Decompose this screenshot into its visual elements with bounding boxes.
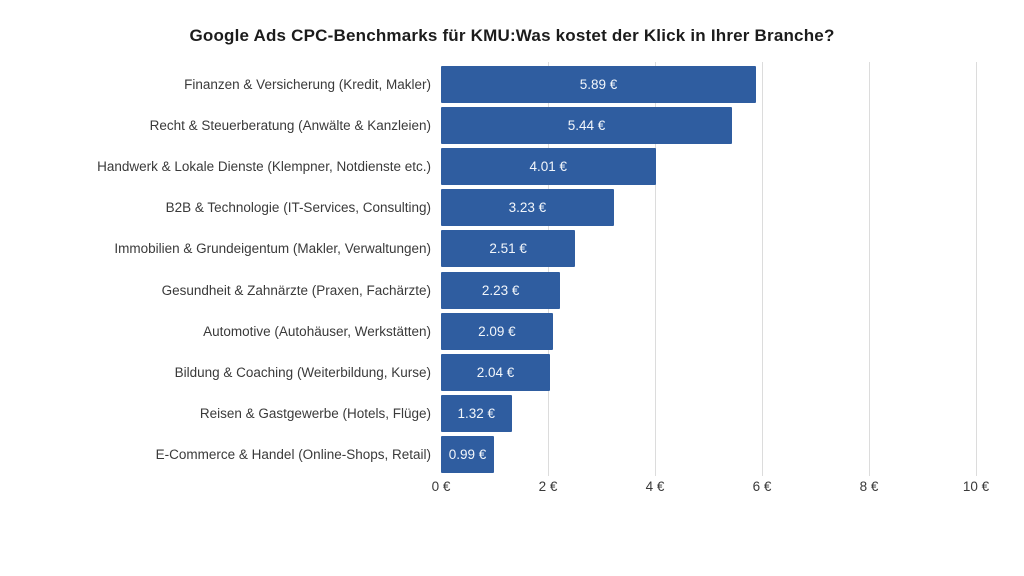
category-label: Gesundheit & Zahnärzte (Praxen, Fachärzt… [161,282,431,298]
x-tick-label: 8 € [859,479,879,494]
x-tick-label: 6 € [752,479,772,494]
chart-title: Google Ads CPC-Benchmarks für KMU:Was ko… [189,26,835,45]
gridline-4 [655,62,656,476]
bar-value-label: 2.23 € [481,282,520,298]
bar: 2.51 € [441,230,576,268]
bar-value-label: 2.09 € [478,323,516,339]
bar-row: Bildung & Coaching (Weiterbildung, Kurse… [0,353,1024,391]
category-label: Recht & Steuerberatung (Anwälte & Kanzle… [149,118,431,134]
bar-value-label: 1.32 € [457,405,496,421]
category-label: Finanzen & Versicherung (Kredit, Makler) [184,77,431,92]
bar-value-label: 4.01 € [529,159,568,175]
bar-row: Recht & Steuerberatung (Anwälte & Kanzle… [0,107,1024,145]
category-label: B2B & Technologie (IT-Services, Consulti… [165,200,431,216]
gridline-10 [976,62,977,476]
bar: 5.44 € [441,107,733,145]
category-label: Bildung & Coaching (Weiterbildung, Kurse… [174,364,431,380]
x-tick-label: 10 € [962,479,990,494]
bar-value-label: 0.99 € [448,446,487,462]
gridline-8 [869,62,870,476]
bar-row: Gesundheit & Zahnärzte (Praxen, Fachärzt… [0,271,1024,309]
bar: 2.23 € [441,271,561,309]
x-tick-label: 0 € [431,479,451,494]
category-label: Automotive (Autohäuser, Werkstätten) [203,323,431,339]
bar-value-label: 2.51 € [489,241,527,257]
category-label: Reisen & Gastgewerbe (Hotels, Flüge) [199,405,431,421]
category-label: Handwerk & Lokale Dienste (Klempner, Not… [97,159,431,175]
bar: 4.01 € [441,148,656,186]
x-tick-label: 2 € [538,479,558,494]
gridline-2 [548,62,549,476]
bar: 5.89 € [441,66,757,103]
category-label: E-Commerce & Handel (Online-Shops, Retai… [155,446,431,462]
bar-row: B2B & Technologie (IT-Services, Consulti… [0,189,1024,227]
bar-row: Handwerk & Lokale Dienste (Klempner, Not… [0,148,1024,186]
bar: 0.99 € [441,435,494,473]
gridline-6 [762,62,763,476]
bar-row: Finanzen & Versicherung (Kredit, Makler)… [0,66,1024,103]
bar-value-label: 2.04 € [476,364,515,380]
bar-value-label: 5.44 € [567,118,606,134]
bar-row: E-Commerce & Handel (Online-Shops, Retai… [0,435,1024,473]
x-tick-label: 4 € [645,479,665,494]
bar: 3.23 € [441,189,614,227]
bar: 1.32 € [441,394,512,432]
bar: 2.04 € [441,353,551,391]
bar-value-label: 5.89 € [579,77,618,92]
bar-value-label: 3.23 € [508,200,547,216]
bar: 2.09 € [441,312,553,350]
bar-row: Reisen & Gastgewerbe (Hotels, Flüge) 1.32… [0,394,1024,432]
category-label: Immobilien & Grundeigentum (Makler, Verw… [114,241,431,257]
bar-row: Automotive (Autohäuser, Werkstätten) 2.09… [0,312,1024,350]
bar-row: Immobilien & Grundeigentum (Makler, Verw… [0,230,1024,268]
